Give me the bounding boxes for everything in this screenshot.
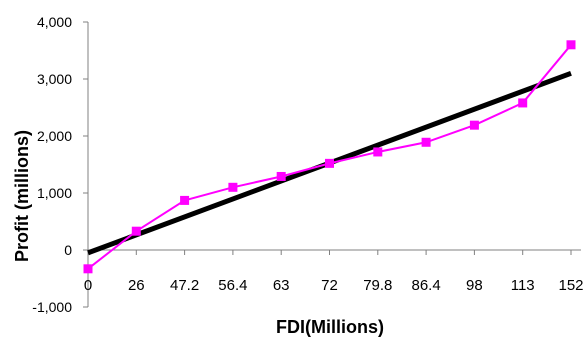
x-tick-label: 72 — [321, 277, 338, 294]
x-tick-label: 86.4 — [411, 277, 440, 294]
x-tick-label: 56.4 — [218, 277, 247, 294]
series-line — [87, 44, 572, 270]
data-point-marker — [276, 171, 286, 181]
x-tick-label: 79.8 — [363, 277, 392, 294]
x-tick-label: 98 — [466, 277, 483, 294]
y-axis: -1,000 0 1,000 2,000 3,000 4,000 — [32, 14, 89, 315]
x-tick-label: 47.2 — [170, 277, 199, 294]
y-tick-label: 0 — [64, 242, 72, 258]
x-tick-label: 26 — [128, 277, 145, 294]
x-tick-label: 63 — [273, 277, 290, 294]
data-point-marker — [469, 120, 479, 130]
data-point-marker — [325, 158, 334, 168]
data-point-marker — [421, 137, 431, 147]
data-series — [83, 40, 576, 274]
data-point-marker — [83, 264, 93, 274]
data-point-marker — [518, 98, 528, 108]
data-point-marker — [373, 147, 383, 157]
x-tick-label: 0 — [84, 277, 92, 294]
y-tick-label: 3,000 — [37, 71, 72, 87]
y-tick-label: 4,000 — [37, 14, 72, 30]
y-tick-label: -1,000 — [32, 299, 72, 315]
x-tick-label: 152 — [558, 277, 583, 294]
x-axis-title: FDI(Millions) — [276, 317, 384, 337]
y-axis-title: Profit (millions) — [12, 130, 32, 262]
y-tick-label: 1,000 — [37, 185, 72, 201]
x-tick-label: 113 — [511, 277, 535, 294]
data-point-marker — [228, 182, 238, 192]
data-point-marker — [566, 40, 576, 50]
y-tick-label: 2,000 — [37, 128, 72, 144]
x-axis: 0 26 47.2 56.4 63 72 79.8 86.4 98 113 152 — [84, 249, 584, 294]
data-point-marker — [180, 195, 190, 205]
data-point-marker — [131, 226, 141, 236]
